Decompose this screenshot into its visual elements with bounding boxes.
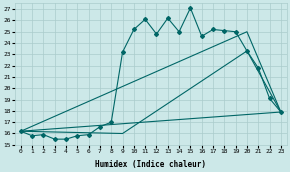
X-axis label: Humidex (Indice chaleur): Humidex (Indice chaleur) bbox=[95, 159, 206, 169]
